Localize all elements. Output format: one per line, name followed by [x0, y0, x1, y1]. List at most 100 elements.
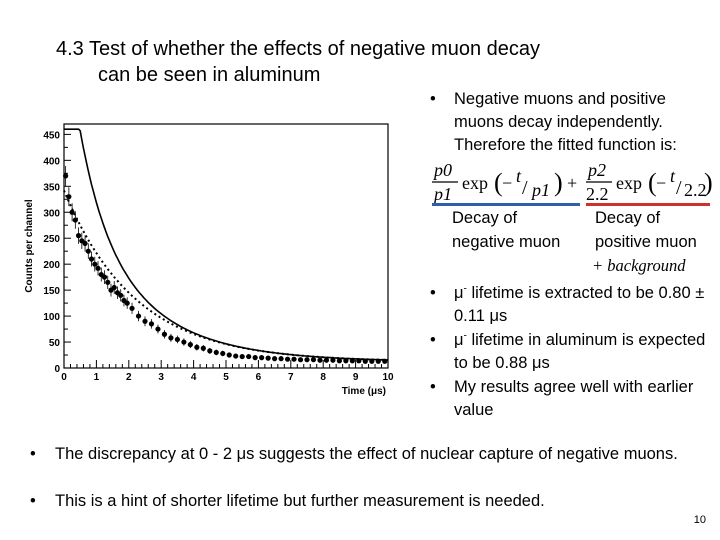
formula-22: 2.2	[586, 184, 609, 204]
formula-exp-1: exp	[462, 173, 488, 193]
bullet-dot: •	[430, 378, 436, 396]
fit-formula: p0 p1 exp ( − t / p1 ) + p2 2.2 exp ( − …	[432, 160, 713, 204]
formula-t-1: t	[516, 166, 522, 186]
x-tick-label: 8	[320, 372, 326, 383]
bullet-independent-decay: • Negative muons and positive muons deca…	[430, 88, 716, 157]
data-point	[207, 348, 213, 354]
data-point	[297, 357, 304, 363]
formula-exp-2: exp	[616, 173, 642, 193]
formula-slash-2: /	[676, 177, 682, 199]
data-point	[265, 355, 271, 361]
data-point	[111, 284, 117, 291]
data-point	[181, 339, 187, 345]
data-point	[124, 300, 130, 306]
x-tick-label: 7	[288, 372, 294, 383]
y-tick-label: 0	[54, 364, 60, 375]
data-point	[343, 358, 349, 364]
data-point	[63, 173, 69, 179]
y-axis-label: Counts per channel	[24, 199, 35, 293]
lifetime-extracted-rest: lifetime is extracted to be 0.80 ± 0.11 …	[454, 284, 705, 325]
bottom-bullet-hint-text: This is a hint of shorter lifetime but f…	[55, 492, 545, 510]
data-point	[278, 356, 284, 362]
data-point	[187, 342, 193, 348]
data-point	[200, 345, 206, 351]
x-tick-label: 5	[223, 372, 229, 383]
data-point	[382, 358, 388, 364]
bullet-lifetime-extracted-text: μ- lifetime is extracted to be 0.80 ± 0.…	[430, 282, 716, 328]
y-tick-label: 350	[43, 182, 60, 193]
formula-paren-open-1: (	[494, 168, 503, 197]
data-point	[226, 352, 232, 358]
data-point	[291, 356, 297, 362]
plot-frame	[63, 123, 389, 369]
minus-sup: -	[463, 330, 467, 342]
x-tick-label: 2	[126, 372, 132, 383]
data-point	[101, 274, 108, 280]
data-point	[304, 357, 310, 363]
data-point	[336, 358, 342, 364]
data-point	[233, 353, 239, 359]
y-tick-label: 400	[43, 156, 60, 167]
mu-symbol: μ	[454, 331, 464, 349]
data-point	[95, 265, 101, 271]
y-tick-label: 450	[43, 130, 60, 141]
formula-plus: +	[567, 173, 577, 193]
bullet-independent-decay-text: Negative muons and positive muons decay …	[454, 90, 677, 154]
x-tick-label: 6	[256, 372, 262, 383]
formula-slash-1: /	[522, 177, 528, 199]
formula-22-arg: 2.2	[684, 180, 707, 200]
bullet-lifetime-extracted: • μ- lifetime is extracted to be 0.80 ± …	[430, 282, 716, 328]
bullet-dot: •	[430, 284, 436, 302]
data-point	[362, 358, 368, 364]
slide-title: 4.3 Test of whether the effects of negat…	[56, 36, 656, 88]
x-tick-label: 0	[61, 372, 67, 383]
fit-curve-total	[64, 128, 389, 361]
data-point	[168, 335, 174, 341]
data-point	[75, 233, 82, 239]
data-point	[69, 209, 75, 215]
bullet-lifetime-expected: • μ- lifetime in aluminum is expected to…	[430, 329, 716, 375]
x-tick-label: 9	[353, 372, 359, 383]
x-tick-label: 1	[94, 372, 100, 383]
data-point	[323, 357, 330, 363]
data-point	[239, 353, 245, 360]
lifetime-expected-rest: lifetime in aluminum is expected to be 0…	[454, 331, 706, 372]
underline-negative-muon	[432, 203, 580, 206]
data-point	[82, 240, 88, 247]
bottom-bullet-discrepancy: • The discrepancy at 0 - 2 μs suggests t…	[30, 443, 700, 466]
x-tick-label: 4	[191, 372, 197, 383]
underline-positive-muon	[586, 203, 710, 206]
bullet-dot: •	[430, 331, 436, 349]
label-negative-muon: Decay of negative muon	[452, 209, 561, 251]
data-point	[369, 358, 375, 364]
bullet-agree-text: My results agree well with earlier value	[454, 378, 694, 419]
y-tick-label: 200	[43, 260, 60, 271]
data-point	[310, 357, 317, 363]
data-point	[330, 357, 336, 363]
label-background: + background	[592, 256, 686, 275]
y-tick-label: 50	[49, 338, 61, 349]
data-point	[155, 326, 161, 332]
formula-minus-2: −	[656, 173, 666, 193]
decay-plot: 0 50 100 150 200 250 300 350 400 450 0 1 2 3 4 5 6 7 8 9 10 C…	[24, 123, 394, 397]
data-point	[356, 358, 362, 364]
formula-paren-open-2: (	[648, 168, 657, 197]
minus-sup: -	[463, 283, 467, 295]
title-line-2: can be seen in aluminum	[98, 64, 321, 86]
data-point	[246, 353, 252, 360]
formula-paren-close-2: )	[704, 168, 713, 197]
bullet-agree: • My results agree well with earlier val…	[430, 376, 716, 422]
formula-p0: p0	[432, 160, 452, 180]
x-axis-label: Time (μs)	[342, 386, 386, 397]
data-point	[85, 248, 91, 254]
data-point	[349, 358, 355, 364]
data-point	[161, 331, 168, 337]
data-point	[213, 349, 219, 356]
x-tick-label: 10	[382, 372, 394, 383]
page-number: 10	[693, 514, 706, 526]
data-point	[220, 350, 226, 357]
bullet-dot: •	[30, 492, 36, 510]
formula-p1: p1	[432, 184, 452, 204]
formula-paren-close-1: )	[554, 168, 563, 197]
formula-p1-arg: p1	[530, 180, 550, 200]
